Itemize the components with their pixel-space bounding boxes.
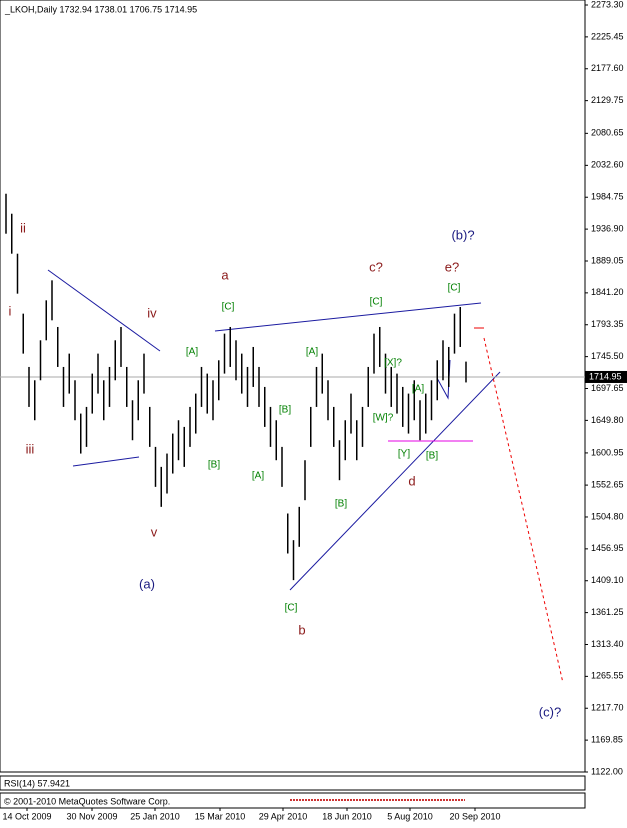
y-tick-label: 1409.10 (591, 575, 624, 585)
x-tick-label: 30 Nov 2009 (66, 811, 117, 821)
wave-label: [A] (186, 347, 198, 358)
wave-label: [A] (306, 347, 318, 358)
wave-label: (b)? (451, 227, 474, 242)
y-tick-label: 2032.60 (591, 160, 624, 170)
y-tick-label: 1456.95 (591, 543, 624, 553)
y-tick-label: 2080.65 (591, 128, 624, 138)
wave-label: [A] (252, 471, 264, 482)
x-tick-label: 14 Oct 2009 (2, 811, 51, 821)
chart-title: _LKOH,Daily 1732.94 1738.01 1706.75 1714… (4, 4, 197, 14)
wave-label: [C] (222, 302, 235, 313)
wave-label: c? (369, 259, 383, 274)
wave-label: e? (445, 259, 459, 274)
wave-label: a (221, 267, 229, 282)
wave-label: [C] (448, 283, 461, 294)
y-tick-label: 1265.55 (591, 671, 624, 681)
wave-label: ii (20, 220, 26, 235)
y-tick-label: 1552.65 (591, 479, 624, 489)
rsi-panel (0, 775, 586, 791)
x-tick-label: 25 Jan 2010 (130, 811, 180, 821)
y-tick-label: 1169.85 (591, 734, 623, 744)
wave-label: iii (26, 441, 35, 456)
y-tick-label: 1217.70 (591, 703, 624, 713)
macd-panel (0, 792, 586, 809)
x-tick-label: 20 Sep 2010 (449, 811, 500, 821)
wave-label: b (298, 622, 305, 637)
wave-label: v (151, 524, 158, 539)
wave-label: [A] (412, 384, 424, 395)
plot-frame (0, 0, 586, 773)
y-tick-label: 1984.75 (591, 192, 624, 202)
y-tick-label: 1122.00 (591, 766, 623, 776)
wave-label: [C] (285, 603, 298, 614)
wave-label: (a) (139, 576, 155, 591)
wave-label: [B] (208, 460, 220, 471)
y-tick-label: 1649.80 (591, 415, 624, 425)
y-tick-label: 1841.20 (591, 287, 624, 297)
x-tick-label: 29 Apr 2010 (259, 811, 308, 821)
wave-label: (c)? (539, 704, 561, 719)
wave-label: d (408, 473, 415, 488)
trend-lines (47, 269, 501, 591)
wave-label: [Y] (398, 449, 410, 460)
wave-label: [W]? (373, 413, 394, 424)
y-tick-label: 2129.75 (591, 95, 624, 105)
wave-label: [X]? (384, 358, 402, 369)
price-box (585, 370, 627, 383)
y-tick-label: 1313.40 (591, 639, 624, 649)
x-tick-label: 5 Aug 2010 (387, 811, 433, 821)
rsi-label: RSI(14) 57.9421 (4, 778, 70, 788)
y-tick-label: 2273.30 (591, 0, 624, 9)
wave-label: [B] (279, 405, 291, 416)
y-tick-label: 1600.95 (591, 447, 624, 457)
y-tick-label: 2225.45 (591, 31, 624, 41)
wave-label: i (9, 303, 12, 318)
y-tick-label: 1361.25 (591, 607, 624, 617)
y-tick-label: 1936.90 (591, 223, 624, 233)
wave-label: [C] (370, 297, 383, 308)
y-tick-label: 1697.65 (591, 383, 624, 393)
y-tick-label: 1745.50 (591, 351, 624, 361)
x-tick-label: 15 Mar 2010 (195, 811, 246, 821)
projection-line (483, 337, 564, 684)
wave-label: iv (147, 305, 157, 320)
wave-label: [B] (335, 499, 347, 510)
y-tick-label: 1889.05 (591, 255, 624, 265)
x-tick-label: 18 Jun 2010 (322, 811, 372, 821)
y-tick-label: 2177.60 (591, 63, 624, 73)
y-tick-label: 1504.80 (591, 511, 624, 521)
current-price-label: 1714.95 (589, 371, 622, 381)
copyright: © 2001-2010 MetaQuotes Software Corp. (4, 796, 170, 806)
wave-label: [B] (426, 451, 438, 462)
y-tick-label: 1793.35 (591, 319, 624, 329)
